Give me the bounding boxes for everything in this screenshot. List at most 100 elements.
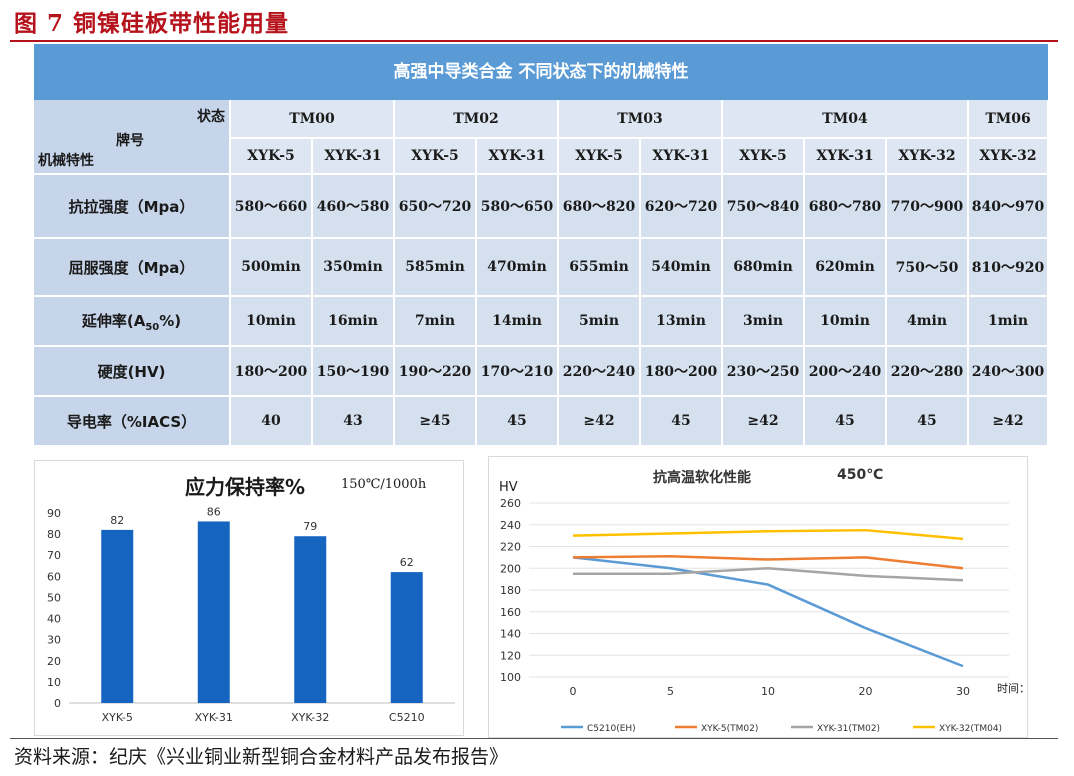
- table-cell: 620min: [804, 238, 887, 297]
- table-cell: 16min: [312, 296, 395, 347]
- source-note: 资料来源：纪庆《兴业铜业新型铜合金材料产品发布报告》: [14, 746, 509, 768]
- table-cell: 585min: [394, 238, 477, 297]
- legend-label: C5210(EH): [587, 724, 636, 734]
- table-cell: 150～190: [312, 346, 395, 397]
- bar-data-label: 82: [110, 514, 124, 527]
- table-cell: 240～300: [968, 346, 1050, 397]
- bar: [294, 536, 327, 703]
- table-cell: 540min: [640, 238, 723, 297]
- y-tick-label: 140: [500, 628, 521, 641]
- y-tick-label: 0: [54, 697, 61, 710]
- y-tick-label: 220: [500, 541, 521, 554]
- brand-header: XYK-31: [312, 138, 395, 175]
- y-tick-label: 200: [500, 562, 521, 575]
- series-line: [572, 528, 964, 541]
- table-cell: 1min: [968, 296, 1050, 347]
- bar-chart: 0 10 20 30 40 50 60 70 80 90 82 XYK-5 86 XYK-31 79 XYK-…: [47, 505, 455, 724]
- table-cell: 10min: [804, 296, 887, 347]
- table-cell: 620～720: [640, 174, 723, 239]
- table-cell: 180～200: [230, 346, 313, 397]
- x-tick-label: 20: [859, 685, 873, 698]
- bar: [390, 572, 423, 703]
- bar-data-label: 62: [400, 556, 414, 569]
- title-divider: [10, 40, 1058, 42]
- table-cell: 460～580: [312, 174, 395, 239]
- x-tick-label: XYK-5: [102, 711, 133, 724]
- corner-state-label: 状态: [197, 109, 225, 125]
- corner-brand-label: 牌号: [116, 133, 144, 149]
- bar-data-label: 86: [207, 505, 221, 518]
- series-line: [572, 556, 964, 668]
- bar-chart-title: 应力保持率%: [185, 475, 306, 499]
- y-tick-label: 260: [500, 497, 521, 510]
- brand-header: XYK-5: [393, 138, 477, 175]
- y-tick-label: 100: [500, 671, 521, 684]
- y-tick-label: 30: [47, 634, 61, 647]
- softening-chart-panel: 抗高温软化性能 450℃ 100 120 140 160 180 200 220 240 260…: [488, 456, 1029, 738]
- table-cell: 45: [640, 396, 723, 447]
- y-tick-label: 20: [47, 655, 61, 668]
- table-cell: 220～280: [886, 346, 970, 397]
- table-cell: 650～720: [394, 174, 477, 239]
- x-tick-label: XYK-31: [195, 711, 233, 724]
- row-label: 屈服强度（Mpa）: [34, 238, 231, 297]
- table-row: 硬度(HV) 180～200 150～190 190～220 170～210 220～24…: [34, 346, 1050, 397]
- x-tick-label: 10: [761, 685, 775, 698]
- table-cell: 10min: [230, 296, 313, 347]
- y-tick-label: 240: [500, 519, 521, 532]
- state-header: TM02: [393, 100, 559, 139]
- table-row: 延伸率(A50%) 10min 16min 7min 14min 5min 13min 3mi…: [34, 296, 1050, 347]
- figure-title: 图 7 铜镍硅板带性能用量: [14, 10, 290, 37]
- table-cell: 14min: [476, 296, 559, 347]
- table-cell: 580～660: [230, 174, 313, 239]
- y-tick-label: 50: [47, 591, 61, 604]
- corner-mech-label: 机械特性: [38, 153, 94, 169]
- table-cell: 13min: [640, 296, 723, 347]
- table-cell: 40: [230, 396, 313, 447]
- table-cell: ≥42: [968, 396, 1050, 447]
- table-cell: ≥45: [394, 396, 477, 447]
- table-cell: 190～220: [394, 346, 477, 397]
- line-chart: 100 120 140 160 180 200 220 240 260 HV 0 5 10 20 30 时间：…: [499, 480, 1029, 734]
- table-cell: 230～250: [722, 346, 805, 397]
- stress-retention-chart-panel: 应力保持率% 150℃/1000h 0 10 20 30 40 50 60 70 80 90 82 X…: [34, 460, 464, 736]
- table-cell: 43: [312, 396, 395, 447]
- table-cell: 680～780: [804, 174, 887, 239]
- line-chart-subtitle: 450℃: [837, 467, 884, 483]
- brand-header: XYK-31: [476, 138, 559, 175]
- table-cell: 180～200: [640, 346, 723, 397]
- table-cell: 770～900: [886, 174, 970, 239]
- y-axis-label: HV: [499, 480, 518, 495]
- y-tick-label: 90: [47, 507, 61, 520]
- y-tick-label: 180: [500, 584, 521, 597]
- x-axis-label: 时间：min: [997, 682, 1029, 695]
- table-cell: ≥42: [722, 396, 805, 447]
- table-banner: 高强中导类合金 不同状态下的机械特性: [34, 44, 1048, 100]
- table-cell: 840～970: [968, 174, 1050, 239]
- table-cell: 750～840: [722, 174, 805, 239]
- y-tick-label: 60: [47, 570, 61, 583]
- brand-header: XYK-32: [967, 138, 1050, 175]
- table-cell: 45: [476, 396, 559, 447]
- x-tick-label: 30: [956, 685, 970, 698]
- source-divider: [10, 738, 1058, 739]
- table-row: 屈服强度（Mpa） 500min 350min 585min 470min 655min 5…: [34, 238, 1050, 297]
- table-cell: ≥42: [558, 396, 641, 447]
- bar-chart-subtitle: 150℃/1000h: [341, 477, 427, 492]
- state-header: TM04: [720, 100, 970, 139]
- table-cell: 470min: [476, 238, 559, 297]
- legend-label: XYK-5(TM02): [701, 724, 758, 734]
- table-cell: 680～820: [558, 174, 641, 239]
- state-header: TM06: [967, 100, 1050, 139]
- table-cell: 220～240: [558, 346, 641, 397]
- x-tick-label: C5210: [389, 711, 425, 724]
- table-row: 抗拉强度（Mpa） 580～660 460～580 650～720 580～650 680…: [34, 174, 1050, 239]
- table-row: 导电率（%IACS） 40 43 ≥45 45 ≥42 45 ≥42 45 45 ≥42: [34, 396, 1050, 447]
- table-cell: 5min: [558, 296, 641, 347]
- table-cell: 45: [804, 396, 887, 447]
- y-tick-label: 70: [47, 549, 61, 562]
- table-corner-header: 状态牌号机械特性: [34, 100, 231, 175]
- table-cell: 7min: [394, 296, 477, 347]
- x-tick-label: XYK-32: [291, 711, 329, 724]
- table-cell: 350min: [312, 238, 395, 297]
